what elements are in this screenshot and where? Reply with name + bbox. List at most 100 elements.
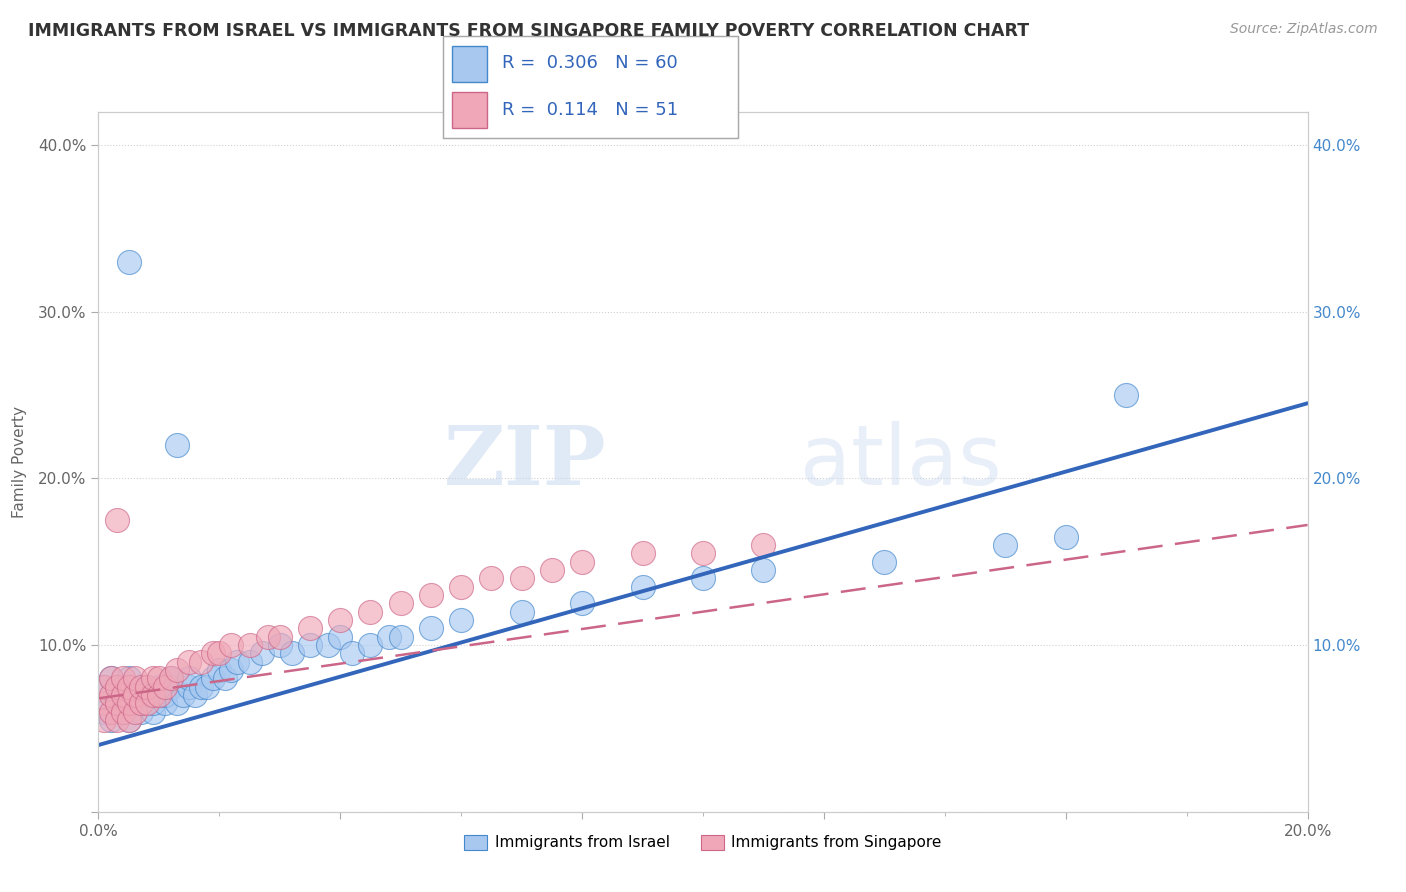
- Text: ZIP: ZIP: [444, 422, 606, 501]
- Point: [184, 688, 207, 702]
- Point: [692, 571, 714, 585]
- Point: [153, 680, 176, 694]
- Point: [105, 697, 128, 711]
- Point: [105, 713, 128, 727]
- Point: [93, 697, 115, 711]
- Point: [195, 680, 218, 694]
- Point: [179, 680, 201, 694]
- Point: [281, 646, 304, 660]
- Point: [202, 646, 225, 660]
- Point: [420, 621, 443, 635]
- Point: [389, 630, 412, 644]
- Point: [148, 680, 170, 694]
- Point: [360, 638, 382, 652]
- Point: [135, 688, 157, 702]
- Point: [692, 546, 714, 560]
- Point: [571, 596, 593, 610]
- Point: [118, 713, 141, 727]
- Point: [148, 688, 170, 702]
- Point: [142, 697, 165, 711]
- Point: [299, 621, 322, 635]
- Point: [510, 605, 533, 619]
- Point: [111, 680, 134, 694]
- Point: [179, 671, 201, 685]
- Point: [142, 671, 165, 685]
- Y-axis label: Family Poverty: Family Poverty: [13, 406, 27, 517]
- Point: [481, 571, 503, 585]
- Point: [111, 705, 134, 719]
- Point: [1054, 530, 1077, 544]
- Point: [166, 697, 188, 711]
- Point: [221, 638, 243, 652]
- Point: [752, 538, 775, 552]
- FancyBboxPatch shape: [451, 46, 486, 82]
- Point: [124, 688, 146, 702]
- Point: [100, 705, 122, 719]
- Point: [160, 671, 183, 685]
- Point: [510, 571, 533, 585]
- Point: [105, 680, 128, 694]
- Point: [202, 671, 225, 685]
- Point: [160, 680, 183, 694]
- Point: [93, 680, 115, 694]
- Point: [100, 713, 122, 727]
- Point: [111, 688, 134, 702]
- Point: [631, 580, 654, 594]
- Point: [148, 671, 170, 685]
- Point: [208, 646, 231, 660]
- Point: [631, 546, 654, 560]
- Point: [420, 588, 443, 602]
- Point: [1115, 388, 1137, 402]
- Point: [166, 438, 188, 452]
- Point: [118, 254, 141, 268]
- Point: [342, 646, 364, 660]
- Text: Source: ZipAtlas.com: Source: ZipAtlas.com: [1230, 22, 1378, 37]
- Point: [118, 671, 141, 685]
- Point: [214, 671, 236, 685]
- Point: [571, 555, 593, 569]
- Point: [172, 688, 194, 702]
- Point: [111, 671, 134, 685]
- Point: [153, 697, 176, 711]
- Point: [135, 680, 157, 694]
- Point: [129, 705, 152, 719]
- Point: [129, 697, 152, 711]
- Point: [299, 638, 322, 652]
- Point: [100, 671, 122, 685]
- Point: [100, 671, 122, 685]
- Point: [129, 697, 152, 711]
- Point: [124, 688, 146, 702]
- Point: [129, 680, 152, 694]
- Point: [135, 697, 157, 711]
- Point: [221, 663, 243, 677]
- FancyBboxPatch shape: [451, 92, 486, 128]
- Point: [118, 680, 141, 694]
- Point: [208, 663, 231, 677]
- Point: [226, 655, 249, 669]
- Point: [450, 580, 472, 594]
- Text: atlas: atlas: [800, 421, 1001, 502]
- Point: [250, 646, 273, 660]
- Point: [269, 630, 291, 644]
- Point: [142, 688, 165, 702]
- Point: [179, 655, 201, 669]
- Point: [105, 688, 128, 702]
- Point: [316, 638, 339, 652]
- Point: [160, 671, 183, 685]
- Point: [105, 697, 128, 711]
- Point: [269, 638, 291, 652]
- Point: [142, 705, 165, 719]
- Point: [93, 713, 115, 727]
- Point: [105, 513, 128, 527]
- Point: [329, 630, 352, 644]
- Point: [377, 630, 399, 644]
- Point: [450, 613, 472, 627]
- Point: [124, 697, 146, 711]
- Point: [540, 563, 562, 577]
- Point: [93, 705, 115, 719]
- Point: [153, 688, 176, 702]
- Point: [360, 605, 382, 619]
- Point: [118, 713, 141, 727]
- Text: R =  0.114   N = 51: R = 0.114 N = 51: [502, 101, 678, 119]
- Point: [190, 655, 212, 669]
